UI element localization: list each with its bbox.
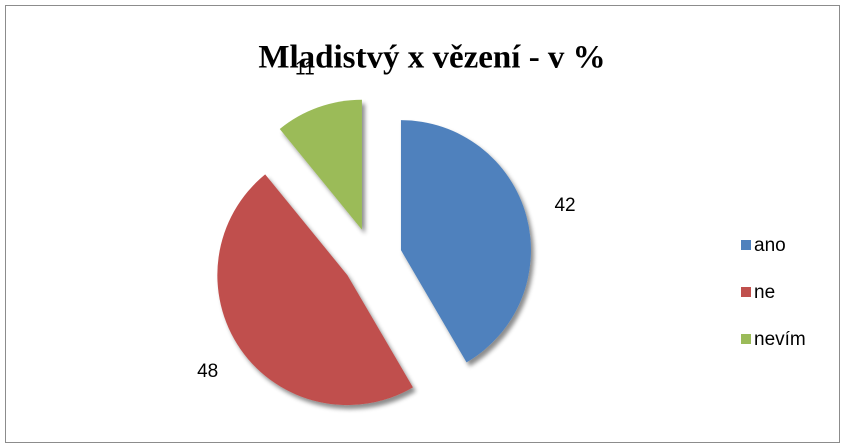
- pie-slice: [279, 99, 362, 230]
- pie-slice: [400, 120, 531, 363]
- pie: 42 48 11: [197, 59, 576, 406]
- pie-slice: [217, 174, 413, 406]
- legend: ano ne nevím: [741, 235, 806, 350]
- legend-swatch: [741, 240, 751, 250]
- legend-label: nevím: [754, 329, 806, 350]
- legend-label: ano: [754, 235, 786, 256]
- data-label: 48: [197, 361, 218, 382]
- data-label: 11: [295, 59, 315, 80]
- legend-swatch: [741, 287, 751, 297]
- legend-label: ne: [754, 282, 775, 303]
- data-label: 42: [554, 195, 575, 216]
- legend-swatch: [741, 334, 751, 344]
- chart-title: Mladistvý x vězení - v %: [258, 40, 605, 76]
